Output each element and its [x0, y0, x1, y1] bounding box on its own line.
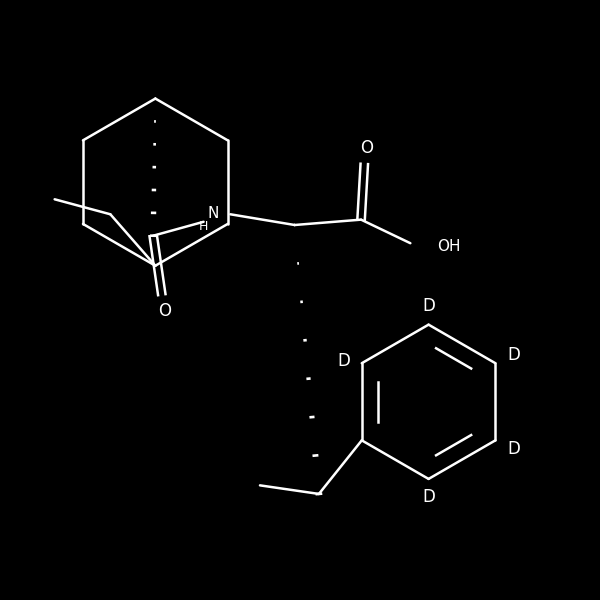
Text: D: D [507, 346, 520, 364]
Text: D: D [422, 298, 435, 316]
Text: D: D [337, 352, 350, 370]
Text: H: H [199, 220, 208, 233]
Text: O: O [158, 302, 172, 320]
Text: OH: OH [437, 239, 461, 254]
Text: O: O [360, 139, 373, 157]
Text: D: D [422, 488, 435, 506]
Text: N: N [207, 206, 218, 221]
Text: D: D [507, 440, 520, 458]
